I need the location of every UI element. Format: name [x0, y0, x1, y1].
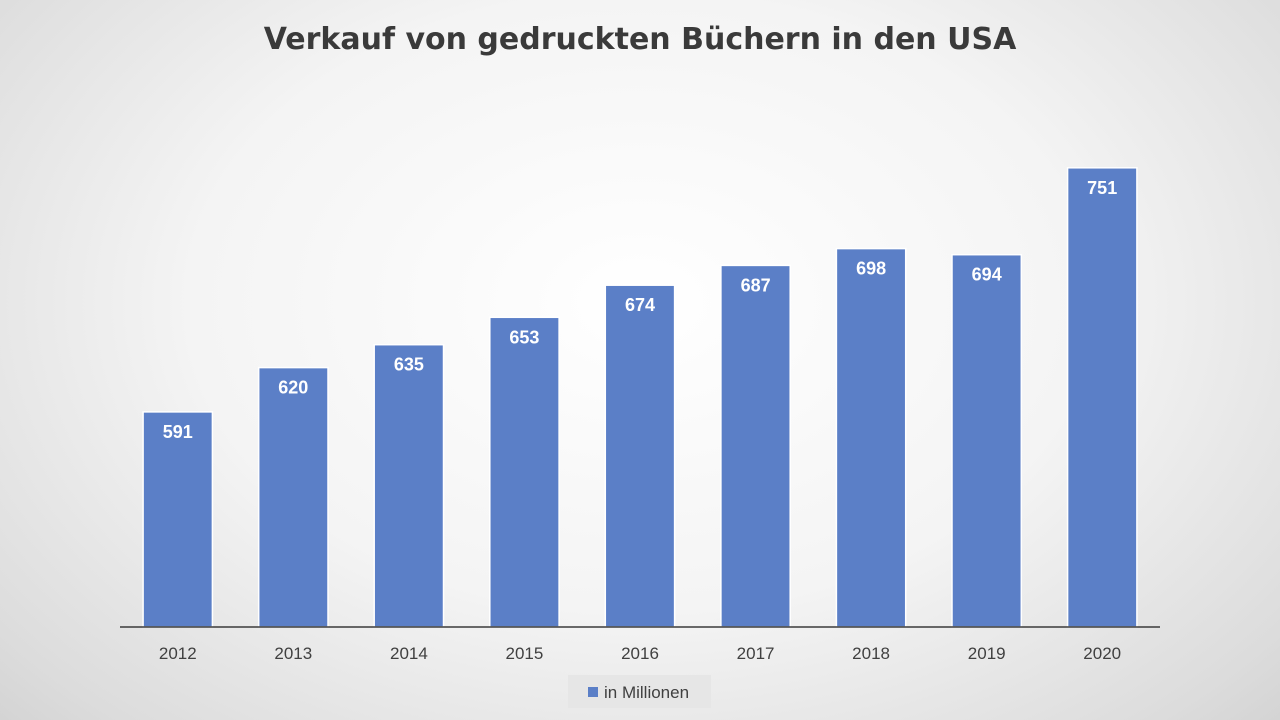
bar-2014: [373, 343, 445, 628]
data-label-2018: 698: [856, 259, 886, 279]
bar-2013: [257, 366, 329, 628]
data-label-2016: 674: [625, 295, 655, 315]
bar-series: [142, 167, 1138, 628]
bar-2019: [951, 253, 1023, 628]
chart-title: Verkauf von gedruckten Büchern in den US…: [264, 22, 1017, 57]
x-tick-2016: 2016: [621, 644, 659, 663]
bar-2017: [720, 264, 791, 628]
data-label-2015: 653: [509, 327, 539, 347]
x-tick-2020: 2020: [1083, 644, 1121, 663]
data-labels: 591 620 635 653 674 687 698 694 751: [163, 178, 1117, 442]
data-label-2017: 687: [741, 275, 771, 295]
bar-2020: [1066, 167, 1138, 628]
data-label-2019: 694: [972, 265, 1002, 285]
bar-2016: [604, 284, 676, 628]
data-label-2012: 591: [163, 422, 193, 442]
data-label-2014: 635: [394, 355, 424, 375]
x-tick-2018: 2018: [852, 644, 890, 663]
legend-label: in Millionen: [604, 683, 689, 702]
x-tick-2015: 2015: [505, 644, 543, 663]
legend-swatch: [588, 687, 598, 697]
data-label-2013: 620: [278, 378, 308, 398]
x-tick-2017: 2017: [737, 644, 775, 663]
x-axis-tick-labels: 2012 2013 2014 2015 2016 2017 2018 2019 2020: [159, 644, 1121, 663]
x-tick-2012: 2012: [159, 644, 197, 663]
data-label-2020: 751: [1087, 178, 1117, 198]
x-tick-2013: 2013: [274, 644, 312, 663]
bar-2015: [489, 316, 560, 628]
bar-2018: [835, 247, 907, 628]
bar-2012: [142, 411, 214, 628]
x-tick-2014: 2014: [390, 644, 428, 663]
x-tick-2019: 2019: [968, 644, 1006, 663]
legend: in Millionen: [568, 675, 711, 708]
